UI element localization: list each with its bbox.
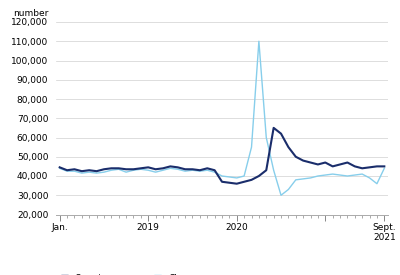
Text: number: number — [13, 9, 48, 18]
Legend: Openings, Closures: Openings, Closures — [60, 274, 207, 275]
